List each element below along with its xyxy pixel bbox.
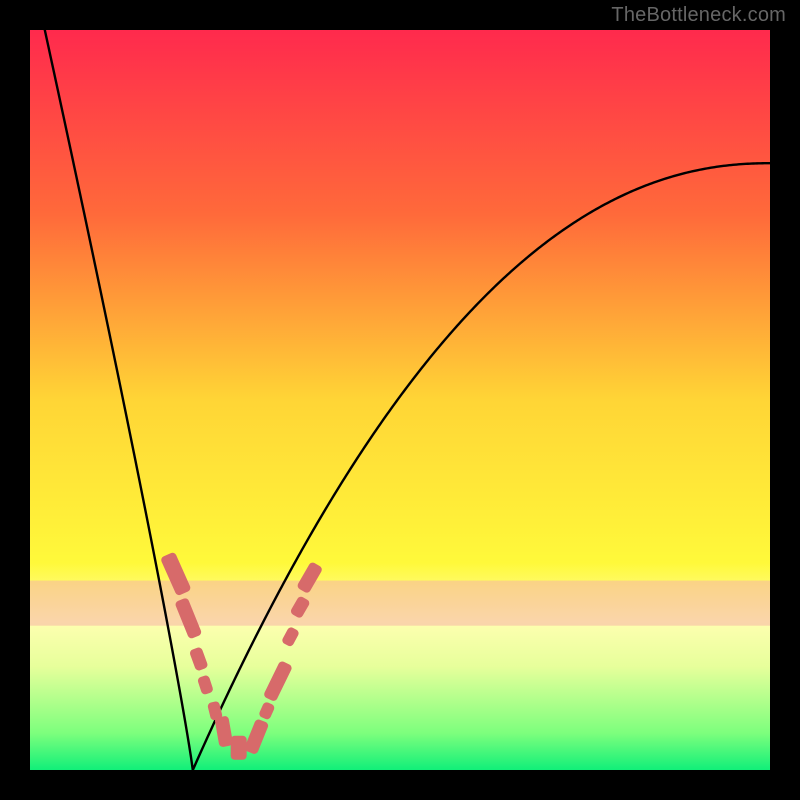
- plot-area: [30, 30, 770, 770]
- coral-band: [30, 581, 770, 626]
- bottleneck-chart-svg: [30, 30, 770, 770]
- chart-frame: TheBottleneck.com: [0, 0, 800, 800]
- watermark-text: TheBottleneck.com: [611, 4, 786, 27]
- curve-marker: [231, 736, 247, 760]
- gradient-background: [30, 30, 770, 770]
